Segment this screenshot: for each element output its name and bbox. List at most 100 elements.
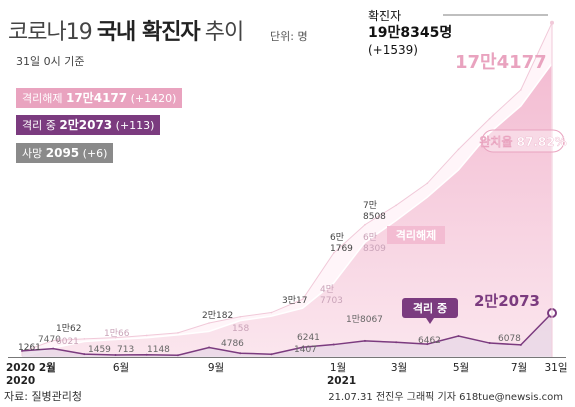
isolation-area-label: 격리 중: [413, 301, 447, 315]
point-confirmed-7: [239, 315, 242, 318]
annotation-7: 1148: [147, 345, 170, 355]
point-isolation-9: [301, 346, 304, 349]
point-confirmed-6: [208, 322, 210, 324]
legend-death-delta: (+6): [82, 147, 108, 160]
point-confirmed-15: [488, 117, 491, 120]
recovered-area-label: 격리해제: [396, 228, 436, 242]
x-tick-label-4: 3월: [391, 362, 407, 374]
x-tick-label-5: 5월: [453, 362, 469, 374]
x-year-label-1: 2021: [327, 375, 356, 387]
point-confirmed-12: [395, 204, 397, 207]
point-confirmed-13: [426, 182, 429, 185]
point-isolation-0: [21, 349, 23, 352]
legend-death: 사망 2095 (+6): [16, 143, 114, 163]
point-isolation-6: [208, 346, 211, 349]
legend-recovered-value: 17만4177: [65, 91, 128, 105]
legend-isolation-value: 2만2073: [59, 118, 113, 132]
recovery-rate-badge: [481, 129, 565, 153]
point-confirmed-14: [457, 148, 460, 151]
point-isolation-8: [270, 353, 273, 356]
x-tick-label-3: 1월: [330, 362, 346, 374]
x-tick-label-1: 6월: [113, 362, 129, 374]
annotation-20: 6078: [498, 334, 521, 344]
confirmed-end-marker: [550, 20, 554, 25]
annotation-1: 7470: [38, 335, 61, 345]
annotation-0: 1261: [18, 343, 41, 353]
point-confirmed-9: [301, 298, 304, 301]
legend-isolation-delta: (+113): [115, 119, 155, 132]
point-confirmed-16: [520, 89, 522, 91]
point-confirmed-10: [332, 252, 335, 254]
annotation-16-0: 7만: [363, 200, 377, 211]
title-part1: 코로나19: [8, 20, 93, 45]
point-isolation-3: [114, 353, 117, 356]
x-tick-label-2: 9월: [208, 362, 224, 374]
point-confirmed-4: [145, 334, 148, 337]
credit-label: 21.07.31 전진우 그래픽 기자 618tue@newsis.com: [328, 392, 563, 403]
legend-recovered: 격리해제 17만4177 (+1420): [16, 88, 183, 108]
x-tick-label-6: 7월: [511, 362, 527, 374]
subtitle: 31일 0시 기준: [16, 55, 85, 68]
point-isolation-5: [176, 354, 179, 357]
point-isolation-7: [239, 352, 242, 355]
recovered-total-label: 17만4177: [455, 52, 547, 73]
annotation-2: 1만62: [56, 323, 81, 334]
recovered-area-tag: [387, 226, 445, 244]
annotation-13-0: 6만: [330, 232, 344, 243]
total-label: 확진자: [368, 9, 402, 23]
legend-death-label: 사망: [22, 147, 43, 160]
annotation-16-1: 8508: [363, 212, 386, 222]
annotation-19: 6462: [418, 336, 441, 346]
annotation-17-0: 6만: [363, 232, 377, 243]
x-tick-label-0: 2020 2월: [6, 361, 56, 374]
series-recovered-area: [21, 61, 553, 358]
point-isolation-2: [83, 353, 86, 356]
point-confirmed-3: [114, 336, 117, 339]
legend-death-value: 2095: [45, 146, 80, 160]
point-isolation-12: [395, 341, 398, 344]
annotation-17-1: 8309: [363, 244, 386, 254]
annotation-18: 1만8067: [346, 314, 383, 325]
point-isolation-10: [332, 343, 335, 346]
isolation-total-label: 2만2073: [474, 292, 540, 310]
point-confirmed-1: [52, 339, 54, 342]
point-confirmed-11: [364, 223, 366, 226]
point-isolation-1: [52, 347, 55, 350]
title-part3: 추이: [204, 20, 244, 45]
legend-isolation-label: 격리 중: [22, 119, 56, 132]
point-isolation-11: [363, 339, 366, 342]
annotation-9: 158: [232, 324, 249, 334]
isolation-area-tag: [402, 298, 458, 318]
point-isolation-4: [145, 353, 148, 356]
legend-isolation: 격리 중 2만2073 (+113): [16, 115, 161, 135]
series-isolation-area: [22, 313, 552, 357]
annotation-15: 6241: [297, 333, 320, 343]
unit-label: 단위: 명: [270, 30, 308, 43]
annotation-13-1: 1769: [330, 244, 353, 254]
series-isolation-line: [21, 312, 553, 356]
annotation-14-0: 4만: [320, 284, 334, 295]
point-confirmed-5: [177, 332, 179, 334]
total-value: 19만8345명: [368, 25, 453, 41]
annotation-8: 2만182: [202, 310, 233, 321]
x-year-label-0: 2020: [6, 375, 35, 387]
point-confirmed-8: [270, 311, 273, 314]
annotation-12: 1407: [294, 345, 317, 355]
point-confirmed-2: [83, 338, 86, 340]
annotation-4: 1459: [88, 345, 111, 355]
point-isolation-15: [488, 342, 491, 345]
legend-recovered-delta: (+1420): [130, 92, 177, 105]
total-delta: (+1539): [368, 43, 418, 57]
point-isolation-16: [519, 343, 522, 346]
point-isolation-14: [457, 335, 460, 338]
isolation-tag-pointer: [426, 318, 434, 324]
annotation-10: 4786: [221, 339, 244, 349]
x-tick-label-7: 31일: [544, 361, 567, 374]
annotation-11: 3만17: [282, 295, 307, 306]
point-isolation-13: [426, 343, 429, 346]
title-part2: 국내 확진자: [96, 20, 201, 45]
legend-recovered-label: 격리해제: [22, 92, 63, 105]
annotation-14-1: 7703: [320, 296, 343, 306]
annotation-5: 1만66: [104, 328, 130, 339]
